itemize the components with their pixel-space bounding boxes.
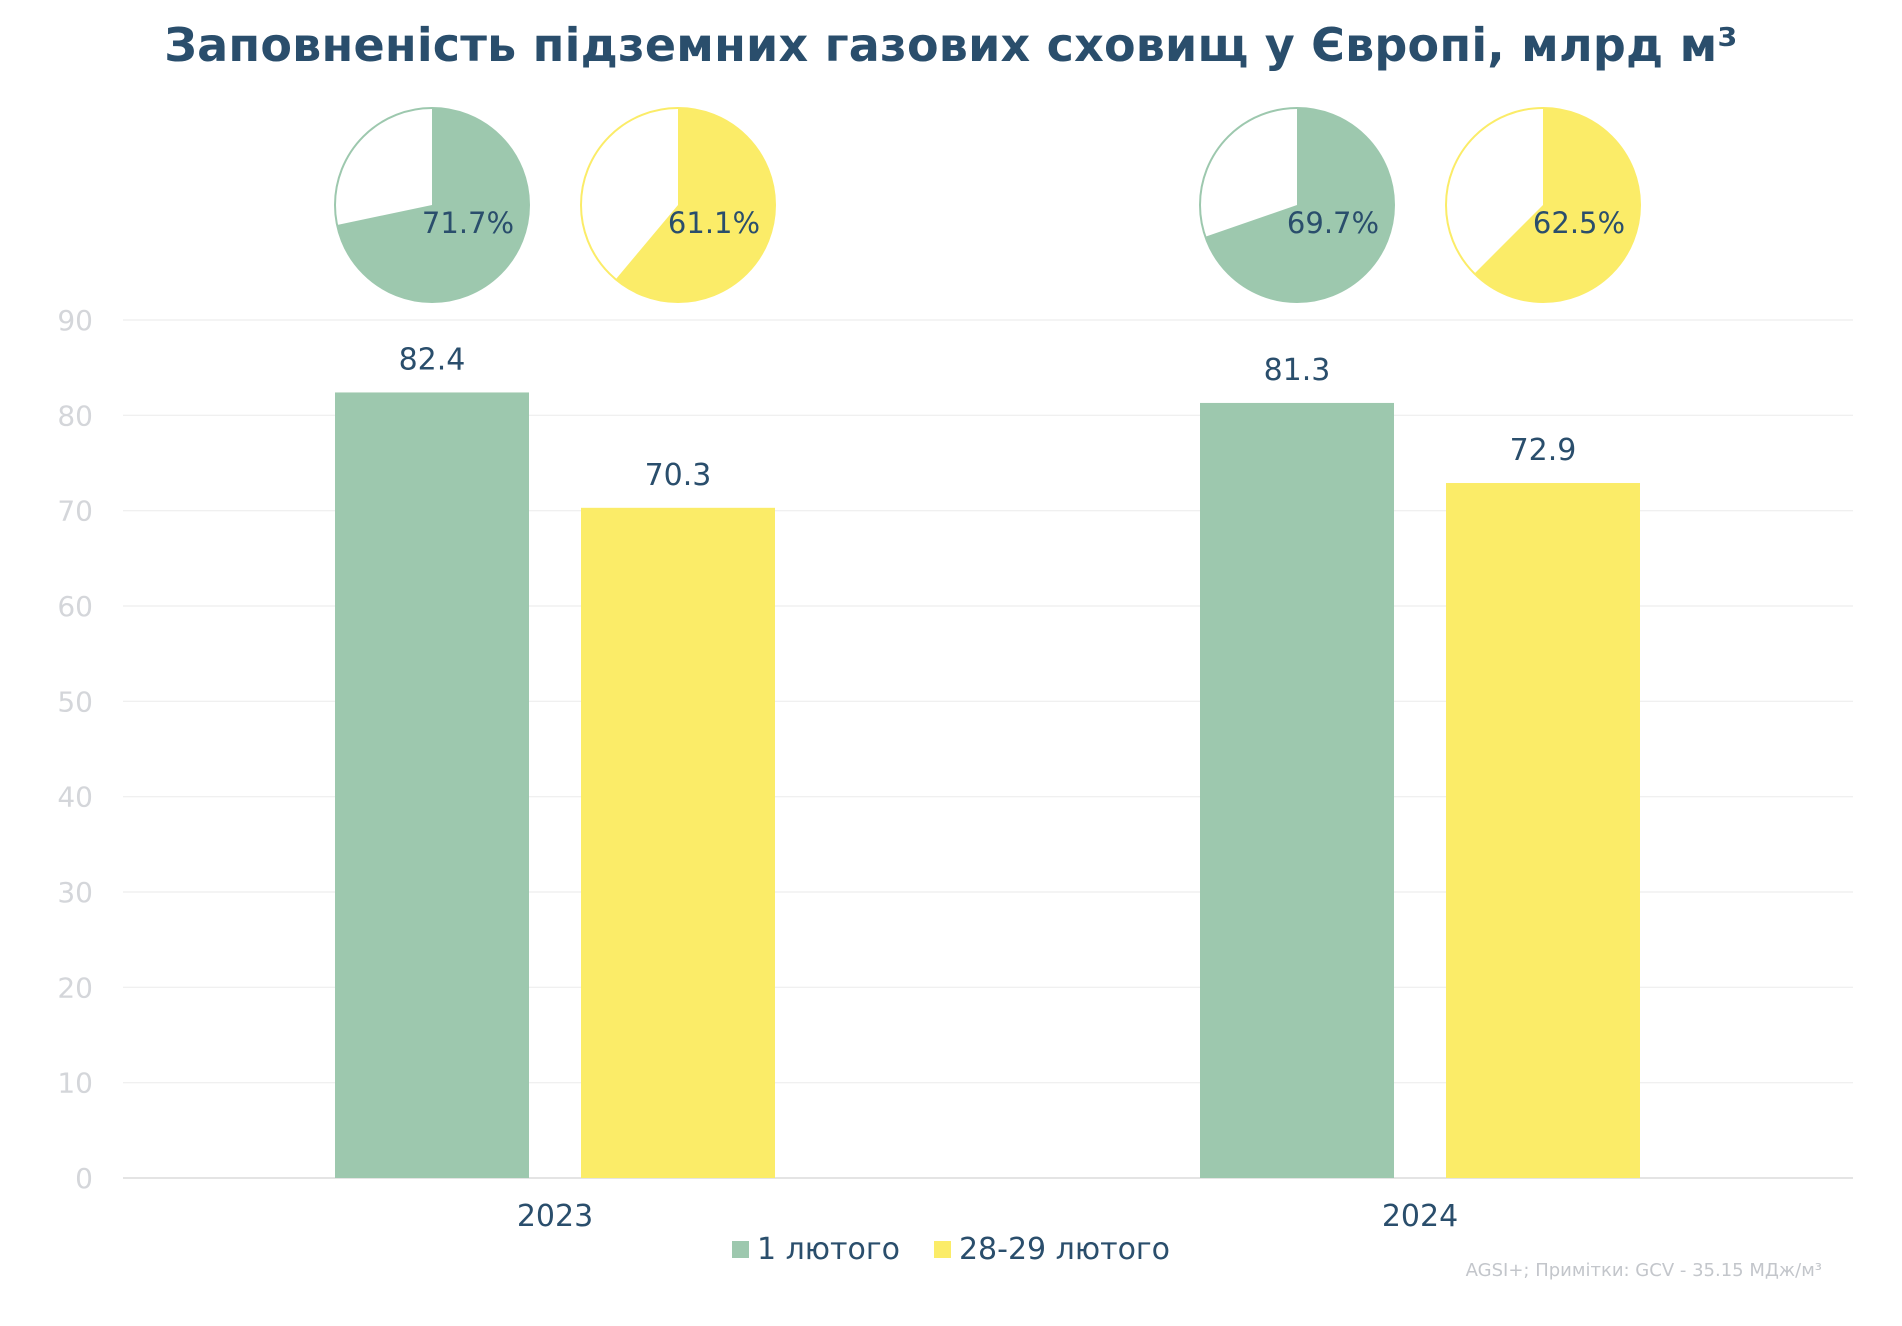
value-label-2024-series-1: 81.3 [1264, 353, 1331, 388]
value-label-2024-series-2: 72.9 [1510, 433, 1577, 468]
pie-2023-series-2-filled-slice [615, 108, 775, 302]
legend-swatch-feb-end [933, 1241, 951, 1258]
pie-2024-series-1-label: 69.7% [1287, 206, 1379, 240]
legend-item-feb-1: 1 лютого [731, 1232, 900, 1267]
pie-2024-series-2-label: 62.5% [1533, 206, 1625, 240]
value-label-2023-series-2: 70.3 [645, 458, 712, 493]
pie-2024-series-2-filled-slice [1474, 108, 1640, 302]
y-axis-ticks: 0 10 20 30 40 50 60 70 80 90 [57, 304, 93, 1195]
legend-label-feb-end: 28-29 лютого [958, 1232, 1171, 1267]
bar-2023-series-1 [335, 392, 529, 1178]
x-axis-labels: 2023 2024 [517, 1199, 1458, 1234]
y-tick-label-10: 10 [57, 1067, 93, 1100]
value-labels: 82.4 70.3 81.3 72.9 [399, 342, 1577, 492]
y-tick-label-40: 40 [57, 781, 93, 814]
x-label-2023: 2023 [517, 1199, 593, 1234]
chart-title: Заповненість підземних газових сховищ у … [164, 18, 1738, 72]
pie-2023-series-1-label: 71.7% [422, 206, 514, 240]
y-tick-label-60: 60 [57, 590, 93, 623]
pie-2023-series-2-label: 61.1% [668, 206, 760, 240]
legend-item-feb-end: 28-29 лютого [933, 1232, 1171, 1267]
y-tick-label-80: 80 [57, 399, 93, 432]
y-tick-label-20: 20 [57, 971, 93, 1004]
x-label-2024: 2024 [1382, 1199, 1458, 1234]
legend-swatch-feb-1 [731, 1241, 749, 1258]
bar-2024-series-2 [1446, 483, 1640, 1178]
pie-2024-series-1-filled-slice [1205, 108, 1394, 302]
bar-2024-series-1 [1200, 402, 1394, 1178]
y-tick-label-70: 70 [57, 495, 93, 528]
y-tick-label-90: 90 [57, 304, 93, 337]
source-note: AGSI+; Примітки: GCV - 35.15 МДж/м³ [1465, 1260, 1822, 1281]
value-label-2023-series-1: 82.4 [399, 342, 466, 377]
fill-pies: 71.7% 61.1% 69.7% 62.5% [334, 107, 1641, 303]
legend-label-feb-1: 1 лютого [756, 1232, 900, 1267]
bars [335, 392, 1640, 1179]
pie-2023-series-1-filled-slice [337, 108, 529, 302]
y-tick-label-0: 0 [75, 1162, 93, 1195]
y-tick-label-30: 30 [57, 876, 93, 909]
bar-2023-series-2 [581, 507, 775, 1179]
legend: 1 лютого 28-29 лютого [0, 1232, 1902, 1267]
y-tick-label-50: 50 [57, 685, 93, 718]
